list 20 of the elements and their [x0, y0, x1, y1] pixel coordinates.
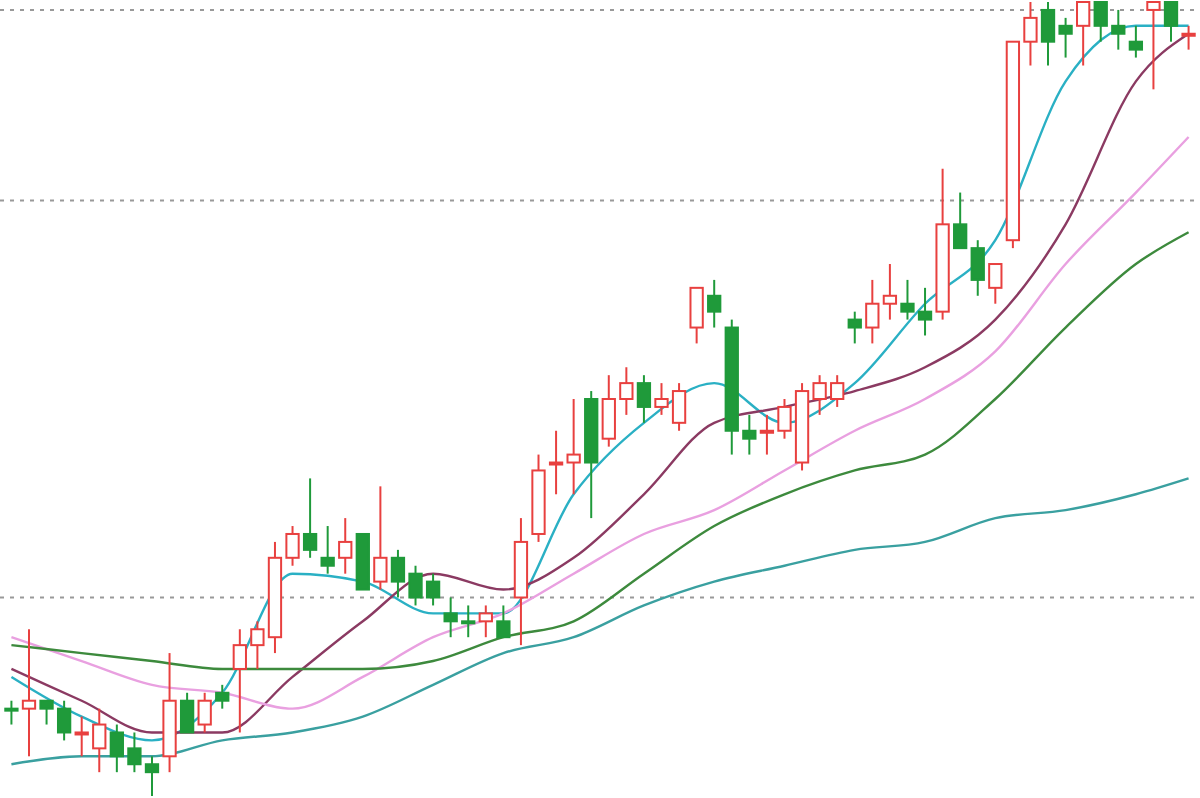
candlestick: [847, 310, 862, 345]
candlestick: [882, 263, 898, 321]
candlestick: [478, 604, 493, 639]
candlestick: [197, 691, 212, 734]
candlestick: [1128, 24, 1144, 59]
candlestick: [865, 278, 880, 345]
candlestick: [373, 485, 388, 591]
candlestick: [970, 239, 985, 297]
candlestick: [707, 278, 722, 329]
candlestick: [689, 286, 704, 345]
candlestick: [179, 691, 195, 734]
candlestick: [215, 683, 230, 710]
candlestick: [302, 477, 318, 559]
candlestick: [988, 263, 1003, 305]
candlestick: [320, 525, 335, 575]
candlestick: [636, 374, 652, 424]
candlestick: [338, 517, 353, 575]
candlestick: [953, 191, 968, 250]
candlestick: [496, 604, 511, 639]
candlestick: [1163, 1, 1179, 43]
